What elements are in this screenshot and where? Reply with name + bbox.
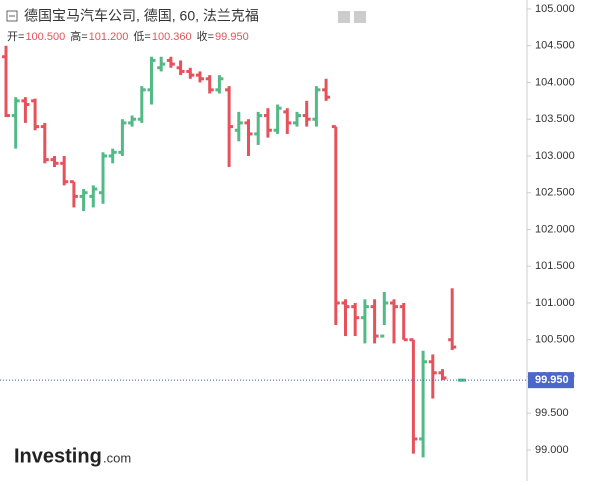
y-tick-label: 103.500 xyxy=(535,113,575,125)
y-tick-label: 103.000 xyxy=(535,150,575,162)
y-tick-label: 101.500 xyxy=(535,260,575,272)
y-tick-label: 100.500 xyxy=(535,334,575,346)
legend-label: 开= xyxy=(7,31,24,43)
logo: Investing xyxy=(14,445,102,467)
y-tick-label: 102.500 xyxy=(535,187,575,199)
y-tick-label: 99.500 xyxy=(535,407,569,419)
y-tick-label: 105.000 xyxy=(535,3,575,15)
legend-value: 100.360 xyxy=(152,31,192,43)
legend-label: 高= xyxy=(70,29,87,43)
collapse-icon[interactable] xyxy=(6,10,18,22)
legend-value: 101.200 xyxy=(89,31,129,43)
legend-label: 低= xyxy=(133,30,150,43)
y-tick-label: 99.000 xyxy=(535,444,569,456)
legend-value: 100.500 xyxy=(25,31,65,43)
legend-label: 收= xyxy=(197,29,214,43)
last-price-tag xyxy=(528,372,574,389)
close-icon[interactable] xyxy=(354,11,366,23)
legend-value: 99.950 xyxy=(215,31,249,43)
y-tick-label: 102.000 xyxy=(535,223,575,235)
chart-title: 德国宝马汽车公司, 德国, 60, 法兰克福 xyxy=(24,8,259,24)
last-price-label: 99.950 xyxy=(535,374,569,386)
y-tick-label: 104.500 xyxy=(535,40,575,52)
settings-icon[interactable] xyxy=(338,11,350,23)
y-tick-label: 104.000 xyxy=(535,76,575,88)
y-tick-label: 101.000 xyxy=(535,297,575,309)
logo-suffix: .com xyxy=(103,450,131,465)
